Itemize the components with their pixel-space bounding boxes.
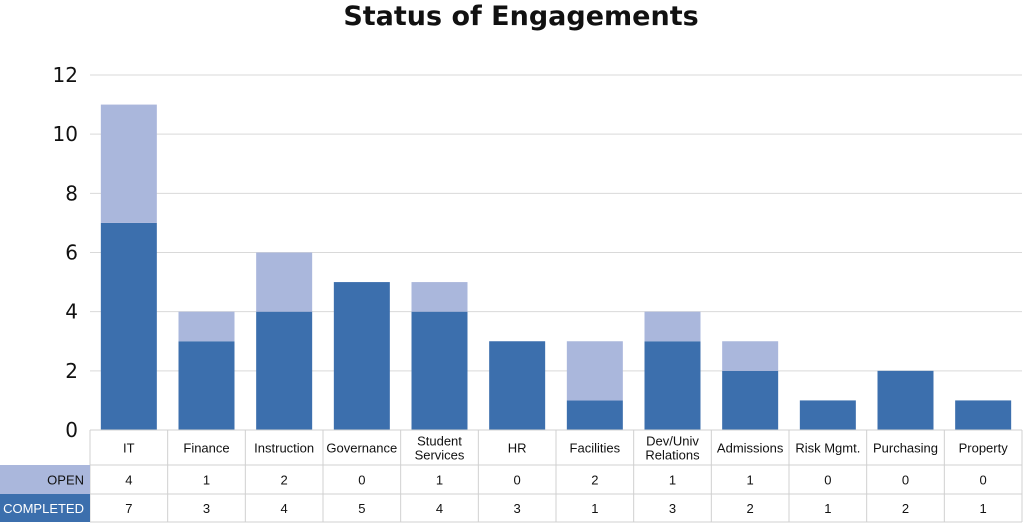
legend-swatch-completed xyxy=(0,494,90,522)
data-label-completed: 4 xyxy=(281,501,288,516)
category-label: Student xyxy=(417,434,462,449)
data-label-open: 0 xyxy=(824,473,831,488)
data-label-completed: 1 xyxy=(824,501,831,516)
bars xyxy=(100,104,1012,430)
bar-open xyxy=(178,311,235,342)
series-label-completed: COMPLETED xyxy=(3,501,84,516)
bar-completed xyxy=(566,400,623,430)
bar-completed xyxy=(100,222,157,430)
bar-completed xyxy=(178,341,235,430)
bar-completed xyxy=(955,400,1012,430)
y-tick-label: 4 xyxy=(65,300,78,324)
category-label: Governance xyxy=(326,441,397,456)
data-label-open: 0 xyxy=(514,473,521,488)
category-label: Finance xyxy=(183,441,229,456)
bar-open xyxy=(256,252,313,312)
legend-swatch-open xyxy=(0,465,90,494)
bar-completed xyxy=(877,370,934,430)
data-label-open: 1 xyxy=(747,473,754,488)
bar-open xyxy=(644,311,701,342)
data-label-completed: 2 xyxy=(902,501,909,516)
bar-completed xyxy=(722,370,779,430)
data-label-completed: 7 xyxy=(125,501,132,516)
bar-completed xyxy=(644,341,701,430)
data-label-open: 2 xyxy=(281,473,288,488)
y-tick-label: 10 xyxy=(53,122,78,146)
bar-open xyxy=(411,282,468,312)
category-label: Admissions xyxy=(717,441,784,456)
y-tick-label: 12 xyxy=(53,63,78,87)
data-label-open: 4 xyxy=(125,473,132,488)
bar-open xyxy=(722,341,779,371)
data-label-open: 1 xyxy=(436,473,443,488)
category-label: Property xyxy=(959,441,1009,456)
data-label-open: 2 xyxy=(591,473,598,488)
category-label: HR xyxy=(508,441,527,456)
category-label: Purchasing xyxy=(873,441,938,456)
category-label: IT xyxy=(123,441,135,456)
data-label-completed: 3 xyxy=(669,501,676,516)
category-label: Risk Mgmt. xyxy=(795,441,860,456)
data-table: IT Finance Instruction Governance StudentSer… xyxy=(0,429,1023,523)
data-label-open: 0 xyxy=(980,473,987,488)
category-label: Facilities xyxy=(570,441,621,456)
data-label-completed: 1 xyxy=(980,501,987,516)
category-label: Instruction xyxy=(254,441,314,456)
y-tick-label: 6 xyxy=(65,241,78,265)
chart-title: Status of Engagements xyxy=(343,1,698,32)
data-label-completed: 1 xyxy=(591,501,598,516)
y-tick-label: 0 xyxy=(65,418,78,442)
y-tick-label: 8 xyxy=(65,181,78,205)
bar-completed xyxy=(256,311,313,430)
bar-completed xyxy=(333,282,390,430)
data-label-completed: 4 xyxy=(436,501,443,516)
gridlines xyxy=(90,74,1022,372)
data-label-open: 1 xyxy=(669,473,676,488)
series-label-open: OPEN xyxy=(47,473,84,488)
y-axis-ticks: 0 2 4 6 8 10 12 xyxy=(53,63,78,442)
bar-completed xyxy=(489,341,546,430)
bar-open xyxy=(566,341,623,401)
bar-completed xyxy=(799,400,856,430)
bar-completed xyxy=(411,311,468,430)
data-label-completed: 5 xyxy=(358,501,365,516)
category-label: Dev/Univ xyxy=(646,434,699,449)
data-label-completed: 3 xyxy=(514,501,521,516)
y-tick-label: 2 xyxy=(65,359,78,383)
data-label-completed: 3 xyxy=(203,501,210,516)
data-label-open: 1 xyxy=(203,473,210,488)
data-label-completed: 2 xyxy=(747,501,754,516)
category-label: Relations xyxy=(645,448,700,463)
data-label-open: 0 xyxy=(358,473,365,488)
category-label: Services xyxy=(415,448,465,463)
bar-open xyxy=(100,104,157,223)
data-label-open: 0 xyxy=(902,473,909,488)
